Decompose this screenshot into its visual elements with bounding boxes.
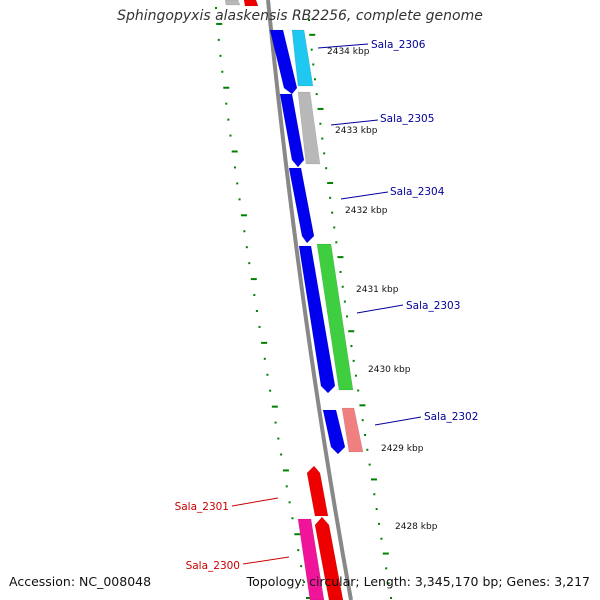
gene-sala-2302 xyxy=(341,407,364,453)
gene-sala-2301 xyxy=(306,465,329,517)
cds-reverse-arrow xyxy=(314,516,344,600)
kbp-label: 2433 kbp xyxy=(335,126,378,136)
gene-sala-2300 xyxy=(297,518,325,600)
kbp-label: 2428 kbp xyxy=(395,522,438,532)
gene-leader-line xyxy=(374,416,422,426)
gene-leader-line xyxy=(330,119,379,126)
gene-leader-line xyxy=(242,556,290,565)
cds-forward-arrow xyxy=(322,409,346,455)
gene-sala-2303 xyxy=(316,243,354,391)
cds-forward-arrow xyxy=(269,29,298,95)
map-title: Sphingopyxis alaskensis RB2256, complete… xyxy=(117,8,483,24)
kbp-label: 2430 kbp xyxy=(368,365,411,375)
gene-label-sala-2304: Sala_2304 xyxy=(390,186,445,198)
gene-sala-2305 xyxy=(297,91,321,165)
gene-label-sala-2306: Sala_2306 xyxy=(371,39,426,51)
gene-label-sala-2303: Sala_2303 xyxy=(406,300,460,312)
genome-backbone xyxy=(266,0,353,600)
kbp-label: 2432 kbp xyxy=(345,206,388,216)
cds-forward-arrow xyxy=(288,167,315,244)
cds-forward-arrow xyxy=(279,93,305,168)
gene-leader-line xyxy=(356,304,404,314)
cds-forward-arrow xyxy=(298,245,336,394)
kbp-label: 2434 kbp xyxy=(327,47,370,57)
gene-sala-2306 xyxy=(291,29,314,87)
accession-label: Accession: NC_008048 xyxy=(9,574,152,589)
gene-label-sala-2305: Sala_2305 xyxy=(380,113,434,125)
gene-leader-line xyxy=(340,191,389,200)
cds-reverse-arrow xyxy=(243,0,259,7)
kbp-label: 2429 kbp xyxy=(381,444,424,454)
cds-partial xyxy=(224,0,241,6)
kbp-label: 2431 kbp xyxy=(356,285,399,295)
gene-leader-line xyxy=(317,43,369,49)
topology-label: Topology: circular; Length: 3,345,170 bp… xyxy=(246,574,590,589)
gene-label-sala-2300: Sala_2300 xyxy=(186,560,240,572)
gene-label-sala-2301: Sala_2301 xyxy=(175,501,229,513)
gene-leader-line xyxy=(231,497,279,507)
gene-label-sala-2302: Sala_2302 xyxy=(424,411,478,423)
